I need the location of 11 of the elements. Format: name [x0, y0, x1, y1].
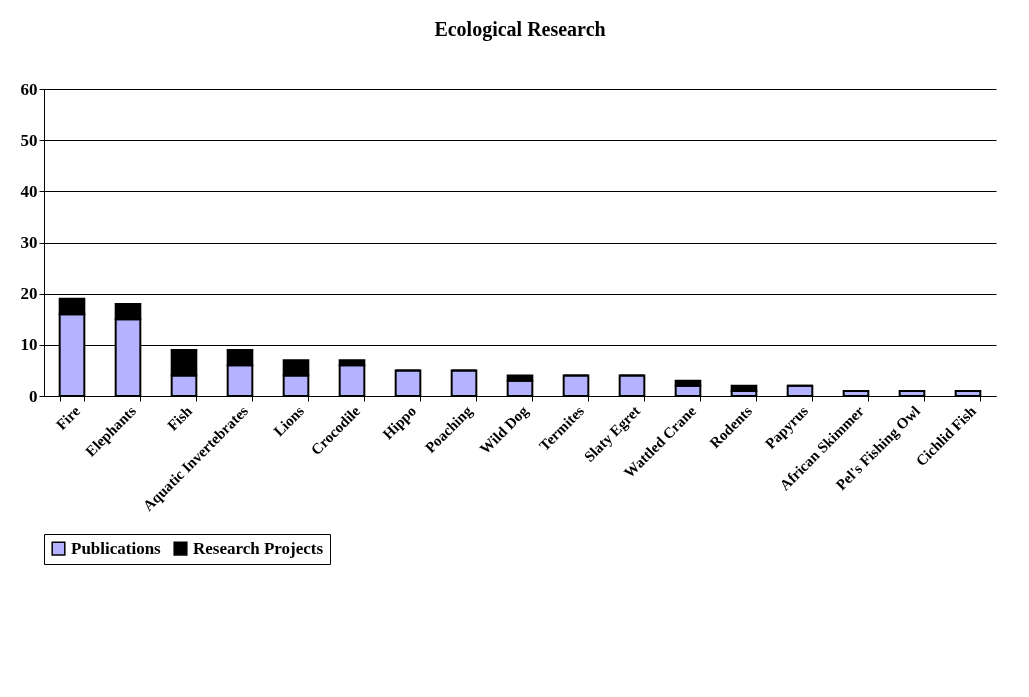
y-tick-label: 60 [20, 79, 38, 99]
y-tick-label: 30 [20, 233, 38, 252]
chart-title: Ecological Research [434, 18, 606, 41]
legend-label: Publications [71, 538, 162, 558]
legend-label: Research Projects [193, 538, 324, 558]
y-tick-label: 20 [20, 284, 38, 304]
x-tick-label: Fire [53, 402, 84, 433]
y-tick-label: 40 [20, 181, 38, 201]
y-tick-label: 10 [20, 335, 38, 355]
y-tick-label: 0 [29, 386, 38, 406]
y-tick-label: 50 [20, 130, 38, 150]
